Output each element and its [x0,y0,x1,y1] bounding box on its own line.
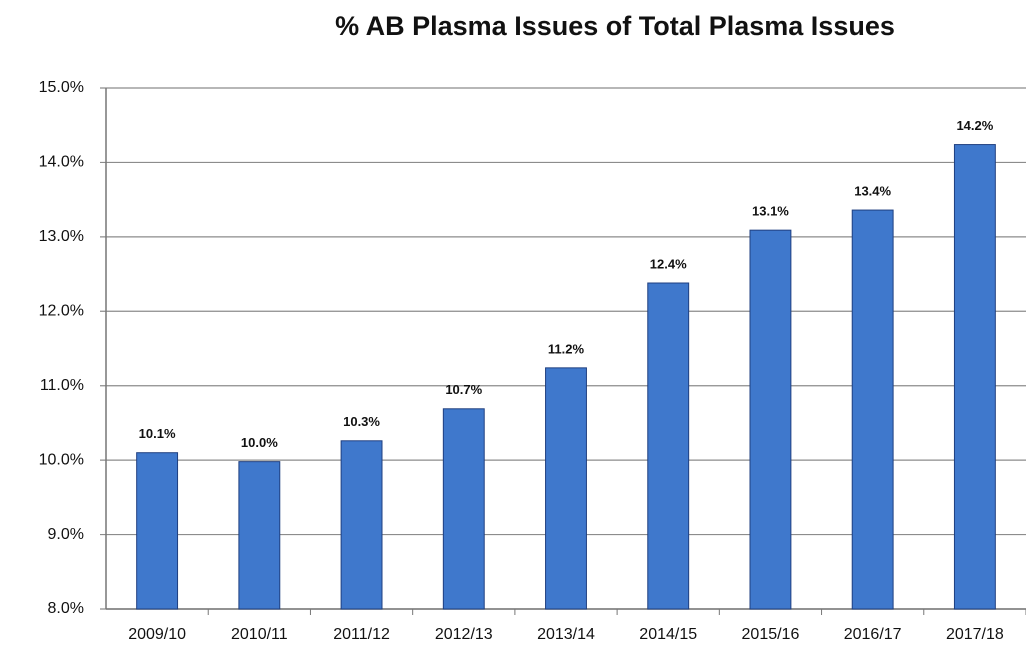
y-tick-label: 13.0% [39,228,84,245]
value-label: 10.3% [343,414,380,429]
x-tick-label: 2015/16 [742,626,800,643]
value-label: 10.0% [241,435,278,450]
bar [749,229,792,610]
x-tick-label: 2012/13 [435,626,493,643]
bar [953,144,996,610]
y-tick-label: 12.0% [39,303,84,320]
bar [238,461,281,610]
x-tick-label: 2013/14 [537,626,595,643]
value-label: 13.4% [854,184,891,199]
x-tick-label: 2016/17 [844,626,902,643]
value-label: 12.4% [650,256,687,271]
x-tick-label: 2017/18 [946,626,1004,643]
chart-title: % AB Plasma Issues of Total Plasma Issue… [335,11,895,41]
y-tick-label: 10.0% [39,451,84,468]
x-tick-label: 2010/11 [231,626,288,643]
y-tick-label: 14.0% [39,154,84,171]
bar [647,282,690,610]
value-label: 10.7% [445,382,482,397]
y-tick-label: 15.0% [39,79,84,96]
x-tick-label: 2009/10 [128,626,186,643]
y-tick-label: 11.0% [40,377,84,394]
bar [136,452,179,610]
bar [340,440,383,610]
value-label: 13.1% [752,204,789,219]
value-label: 11.2% [548,341,585,356]
y-tick-label: 8.0% [48,600,84,617]
value-label: 10.1% [139,426,176,441]
y-tick-label: 9.0% [48,526,84,543]
x-tick-label: 2014/15 [639,626,697,643]
bar [545,367,587,610]
x-tick-label: 2011/12 [333,626,390,643]
value-label: 14.2% [956,118,993,133]
bar [442,408,485,610]
bar [851,209,894,610]
